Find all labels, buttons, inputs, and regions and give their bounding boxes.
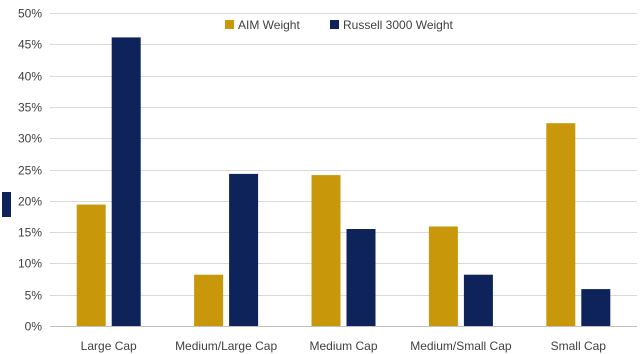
y-tick-label: 40%	[18, 70, 42, 84]
y-tick-label: 15%	[18, 226, 42, 240]
bar-russell-3000-weight	[463, 274, 493, 326]
y-tick-label: 50%	[18, 7, 42, 21]
y-tick-label: 5%	[25, 289, 43, 303]
y-tick-label: 45%	[18, 38, 42, 52]
bar-aim-weight	[546, 123, 576, 326]
x-category-label: Medium Cap	[309, 339, 377, 353]
y-tick-label: 35%	[18, 101, 42, 115]
bar-aim-weight	[194, 274, 224, 326]
gridlines	[50, 13, 637, 296]
legend: AIM Weight Russell 3000 Weight	[225, 18, 454, 32]
x-category-label: Large Cap	[81, 339, 137, 353]
y-tick-label: 20%	[18, 195, 42, 209]
bar-russell-3000-weight	[346, 229, 376, 326]
bar-aim-weight	[428, 226, 458, 326]
x-axis-category-labels: Large Cap Medium/Large Cap Medium Cap Mediu…	[81, 339, 607, 353]
bar-aim-weight	[311, 175, 341, 326]
left-edge-marker	[2, 192, 11, 217]
bar-russell-3000-weight	[581, 289, 611, 326]
y-tick-label: 25%	[18, 164, 42, 178]
y-tick-label: 30%	[18, 132, 42, 146]
x-category-label: Medium/Large Cap	[175, 339, 277, 353]
legend-label-russell-3000-weight: Russell 3000 Weight	[343, 18, 454, 32]
y-axis-tick-labels: 0% 5% 10% 15% 20% 25% 30% 35% 40% 45% 50%	[18, 7, 42, 334]
legend-label-aim-weight: AIM Weight	[238, 18, 300, 32]
bar-aim-weight	[76, 204, 106, 326]
bar-russell-3000-weight	[229, 173, 259, 326]
legend-swatch-aim-weight	[225, 20, 234, 29]
legend-swatch-russell-3000-weight	[330, 20, 339, 29]
x-category-label: Medium/Small Cap	[410, 339, 512, 353]
bars	[76, 37, 611, 327]
y-tick-label: 10%	[18, 257, 42, 271]
y-tick-label: 0%	[25, 320, 43, 334]
x-category-label: Small Cap	[551, 339, 607, 353]
bar-russell-3000-weight	[111, 37, 141, 327]
